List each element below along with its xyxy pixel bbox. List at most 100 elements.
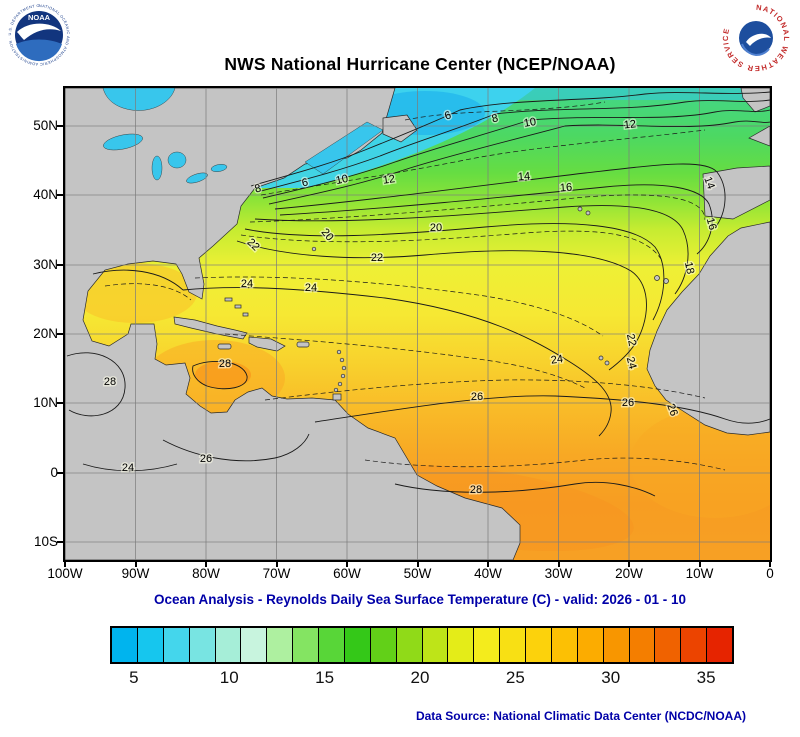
- land-masses: [65, 88, 770, 560]
- contour-label: 24: [624, 356, 639, 371]
- lat-tick-label: 50N: [33, 118, 58, 133]
- land-britain: [740, 88, 770, 113]
- colorbar: [110, 626, 734, 664]
- lat-tick-mark: [57, 264, 64, 266]
- colorbar-tick-label: 35: [696, 668, 716, 687]
- lon-tick-mark: [134, 560, 137, 567]
- lat-tick-label: 10N: [33, 395, 58, 410]
- land-americas: [65, 88, 521, 560]
- data-source: Data Source: National Climatic Data Cent…: [415, 709, 746, 723]
- land-bahamas: [234, 304, 242, 309]
- contour-label: 24: [241, 278, 253, 290]
- land-azores: [585, 210, 591, 216]
- colorbar-segment: [655, 628, 682, 662]
- colorbar-tick-label: 5: [129, 668, 139, 687]
- land-hispaniola: [248, 336, 286, 352]
- lake-ontario: [210, 164, 228, 172]
- contour-label: 8: [491, 112, 500, 125]
- colorbar-segment: [577, 628, 604, 662]
- colorbar-segment: [293, 628, 319, 662]
- colorbar-segment: [448, 628, 475, 662]
- lon-tick-mark: [487, 560, 489, 567]
- lon-tick-mark: [769, 560, 771, 567]
- land-france: [748, 125, 770, 147]
- lat-tick-mark: [57, 333, 64, 335]
- contour-label: 26: [200, 453, 212, 465]
- noaa-lower-half: [16, 39, 62, 62]
- lon-tick-label: 20W: [615, 566, 643, 581]
- land-iberia: [702, 165, 770, 220]
- lon-tick-mark: [346, 560, 348, 567]
- land-cape-verde: [598, 355, 604, 361]
- east-equatorial-warm: [630, 408, 770, 518]
- lon-tick-label: 10W: [685, 566, 714, 581]
- colorbar-tick-label: 20: [410, 668, 430, 687]
- lon-tick-mark: [698, 560, 701, 567]
- nws-bird-icon: [746, 33, 771, 46]
- lon-tick-label: 100W: [47, 566, 83, 581]
- colorbar-segment: [319, 628, 345, 662]
- contour-label: 26: [622, 397, 634, 409]
- colorbar-tick-label: 15: [315, 668, 335, 687]
- lon-tick-mark: [557, 560, 560, 567]
- lon-tick-label: 80W: [192, 566, 220, 581]
- colorbar-segment: [163, 628, 190, 662]
- lat-tick-mark: [57, 125, 64, 127]
- contour-label: 12: [382, 173, 396, 187]
- contour-label: 14: [517, 170, 530, 183]
- land-africa: [646, 221, 770, 436]
- contour-label: 26: [664, 402, 679, 418]
- colorbar-segment: [370, 628, 397, 662]
- land-newfoundland: [382, 114, 418, 143]
- land-bermuda: [311, 246, 317, 252]
- land-lesser-antilles: [333, 349, 347, 393]
- lat-tick-label: 10S: [33, 534, 58, 549]
- contour-label: 20: [430, 222, 442, 234]
- colorbar-segment: [474, 628, 501, 662]
- contour-label: 24: [122, 462, 134, 474]
- land-cape-verde: [604, 360, 610, 366]
- colorbar-segment: [707, 628, 732, 662]
- contour-label: 10: [523, 116, 537, 130]
- lake-erie: [186, 172, 208, 184]
- colorbar-segment: [500, 628, 526, 662]
- lat-tick-mark: [57, 402, 64, 404]
- lon-tick-mark: [275, 560, 278, 567]
- colorbar-tick-label: 25: [505, 668, 525, 687]
- lat-tick-label: 20N: [33, 326, 58, 341]
- colorbar-segment: [137, 628, 164, 662]
- colorbar-segment: [215, 628, 242, 662]
- land-bahamas: [242, 312, 249, 317]
- lon-tick-label: 60W: [333, 566, 361, 581]
- colorbar-segment: [267, 628, 294, 662]
- sst-contours: [66, 91, 770, 497]
- inland-waters: [102, 88, 384, 184]
- colorbar-segment: [189, 628, 216, 662]
- colorbar-segment: [681, 628, 708, 662]
- lat-tick-mark: [57, 541, 64, 543]
- hudson-bay: [102, 88, 176, 111]
- colorbar-segment: [551, 628, 578, 662]
- colorbar-segment: [422, 628, 449, 662]
- colorbar-segment: [629, 628, 656, 662]
- sst-map-plot: 8 6 10 12 14 6 8 10 12 16 14 16 18 20 20 22 22 22 24 24 24 24…: [63, 86, 772, 562]
- land-trinidad: [332, 393, 342, 401]
- lon-tick-label: 50W: [403, 566, 432, 581]
- contour-label: 28: [219, 358, 231, 370]
- contour-label: 12: [623, 118, 636, 131]
- contour-label: 28: [104, 376, 116, 388]
- land-canary-islands: [654, 275, 660, 281]
- colorbar-tick-label: 10: [219, 668, 239, 687]
- noaa-wordmark: NOAA: [28, 13, 51, 22]
- colorbar-segment: [344, 628, 371, 662]
- lake-superior: [103, 133, 143, 151]
- colorbar-tick-label: 30: [601, 668, 621, 687]
- contour-label: 28: [470, 484, 482, 496]
- colorbar-tick-labels: 5 10 15 20 25 30 35: [0, 668, 800, 692]
- colorbar-segment: [526, 628, 552, 662]
- lat-tick-mark: [57, 194, 64, 196]
- land-jamaica: [217, 343, 232, 350]
- land-puerto-rico: [296, 341, 310, 348]
- colorbar-segment: [112, 628, 138, 662]
